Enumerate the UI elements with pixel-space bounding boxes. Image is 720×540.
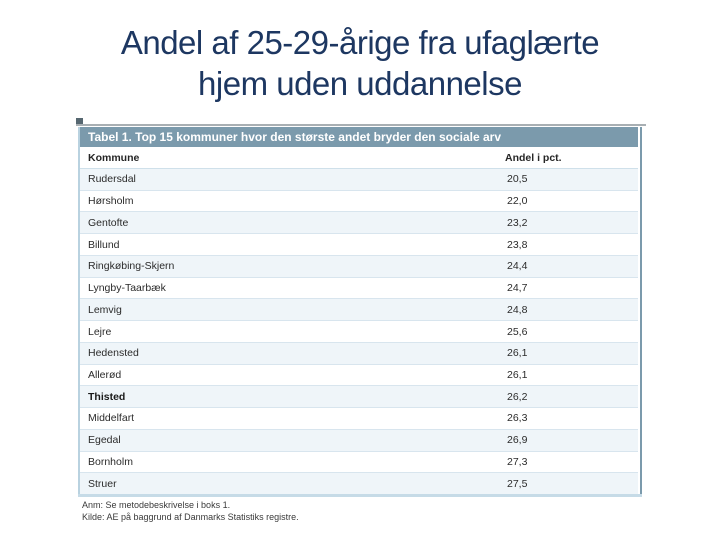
table-caption: Tabel 1. Top 15 kommuner hvor den størst… <box>88 130 502 144</box>
table-row: Middelfart 26,3 <box>80 408 638 430</box>
table-row: Lyngby-Taarbæk 24,7 <box>80 277 638 300</box>
cell-andel: 26,3 <box>507 412 528 425</box>
page-title: Andel af 25-29-årige fra ufaglærte hjem … <box>0 22 720 104</box>
table-row: Gentofte 23,2 <box>80 212 638 235</box>
table-source: Kilde: AE på baggrund af Danmarks Statis… <box>82 512 299 522</box>
table-corner-mark <box>76 118 83 126</box>
column-header-kommune: Kommune <box>88 152 140 164</box>
cell-kommune: Hedensted <box>88 347 139 360</box>
table-bottom-border <box>78 494 642 497</box>
cell-andel: 27,3 <box>507 455 528 468</box>
cell-kommune: Egedal <box>88 434 121 447</box>
column-header-andel: Andel i pct. <box>505 152 562 164</box>
table-column-header-row: Kommune Andel i pct. <box>80 147 638 169</box>
cell-kommune: Bornholm <box>88 455 133 468</box>
table-row: Rudersdal 20,5 <box>80 169 638 191</box>
cell-kommune: Lyngby-Taarbæk <box>88 282 166 295</box>
table-row: Billund 23,8 <box>80 234 638 256</box>
cell-andel: 24,8 <box>507 303 528 316</box>
cell-andel: 24,7 <box>507 282 528 295</box>
table-footnotes: Anm: Se metodebeskrivelse i boks 1. Kild… <box>82 499 299 523</box>
table-right-border <box>640 127 642 494</box>
cell-andel: 26,2 <box>507 390 528 403</box>
table-row: Ringkøbing-Skjern 24,4 <box>80 255 638 278</box>
cell-kommune: Allerød <box>88 368 122 381</box>
cell-kommune: Struer <box>88 477 117 490</box>
table-row: Egedal 26,9 <box>80 429 638 452</box>
table-note: Anm: Se metodebeskrivelse i boks 1. <box>82 500 231 510</box>
table-row: Lemvig 24,8 <box>80 299 638 322</box>
table-left-border <box>78 127 80 494</box>
cell-andel: 22,0 <box>507 195 528 208</box>
table-row: Hedensted 26,1 <box>80 342 638 365</box>
cell-kommune: Hørsholm <box>88 195 134 208</box>
cell-kommune: Lejre <box>88 325 112 338</box>
cell-kommune: Thisted <box>88 390 126 403</box>
cell-kommune: Gentofte <box>88 216 129 229</box>
table-caption-bar: Tabel 1. Top 15 kommuner hvor den størst… <box>80 127 638 147</box>
title-line-2: hjem uden uddannelse <box>198 65 522 102</box>
table-row: Hørsholm 22,0 <box>80 190 638 213</box>
table-body: Rudersdal 20,5 Hørsholm 22,0 Gentofte 23… <box>80 169 638 495</box>
cell-andel: 20,5 <box>507 173 528 186</box>
table-row: Bornholm 27,3 <box>80 451 638 474</box>
cell-kommune: Rudersdal <box>88 173 136 186</box>
cell-andel: 24,4 <box>507 260 528 273</box>
cell-kommune: Billund <box>88 238 120 251</box>
table-row: Allerød 26,1 <box>80 364 638 387</box>
cell-andel: 26,1 <box>507 347 528 360</box>
cell-andel: 23,2 <box>507 216 528 229</box>
cell-andel: 26,9 <box>507 434 528 447</box>
title-line-1: Andel af 25-29-årige fra ufaglærte <box>120 24 600 61</box>
cell-kommune: Middelfart <box>88 412 135 425</box>
table-row: Struer 27,5 <box>80 473 638 495</box>
cell-kommune: Lemvig <box>88 303 122 316</box>
cell-andel: 26,1 <box>507 368 528 381</box>
table-row: Thisted 26,2 <box>80 386 638 409</box>
cell-andel: 23,8 <box>507 238 528 251</box>
cell-andel: 27,5 <box>507 477 528 490</box>
table-row: Lejre 25,6 <box>80 321 638 343</box>
table-top-border <box>76 124 646 126</box>
cell-andel: 25,6 <box>507 325 528 338</box>
cell-kommune: Ringkøbing-Skjern <box>88 260 175 273</box>
